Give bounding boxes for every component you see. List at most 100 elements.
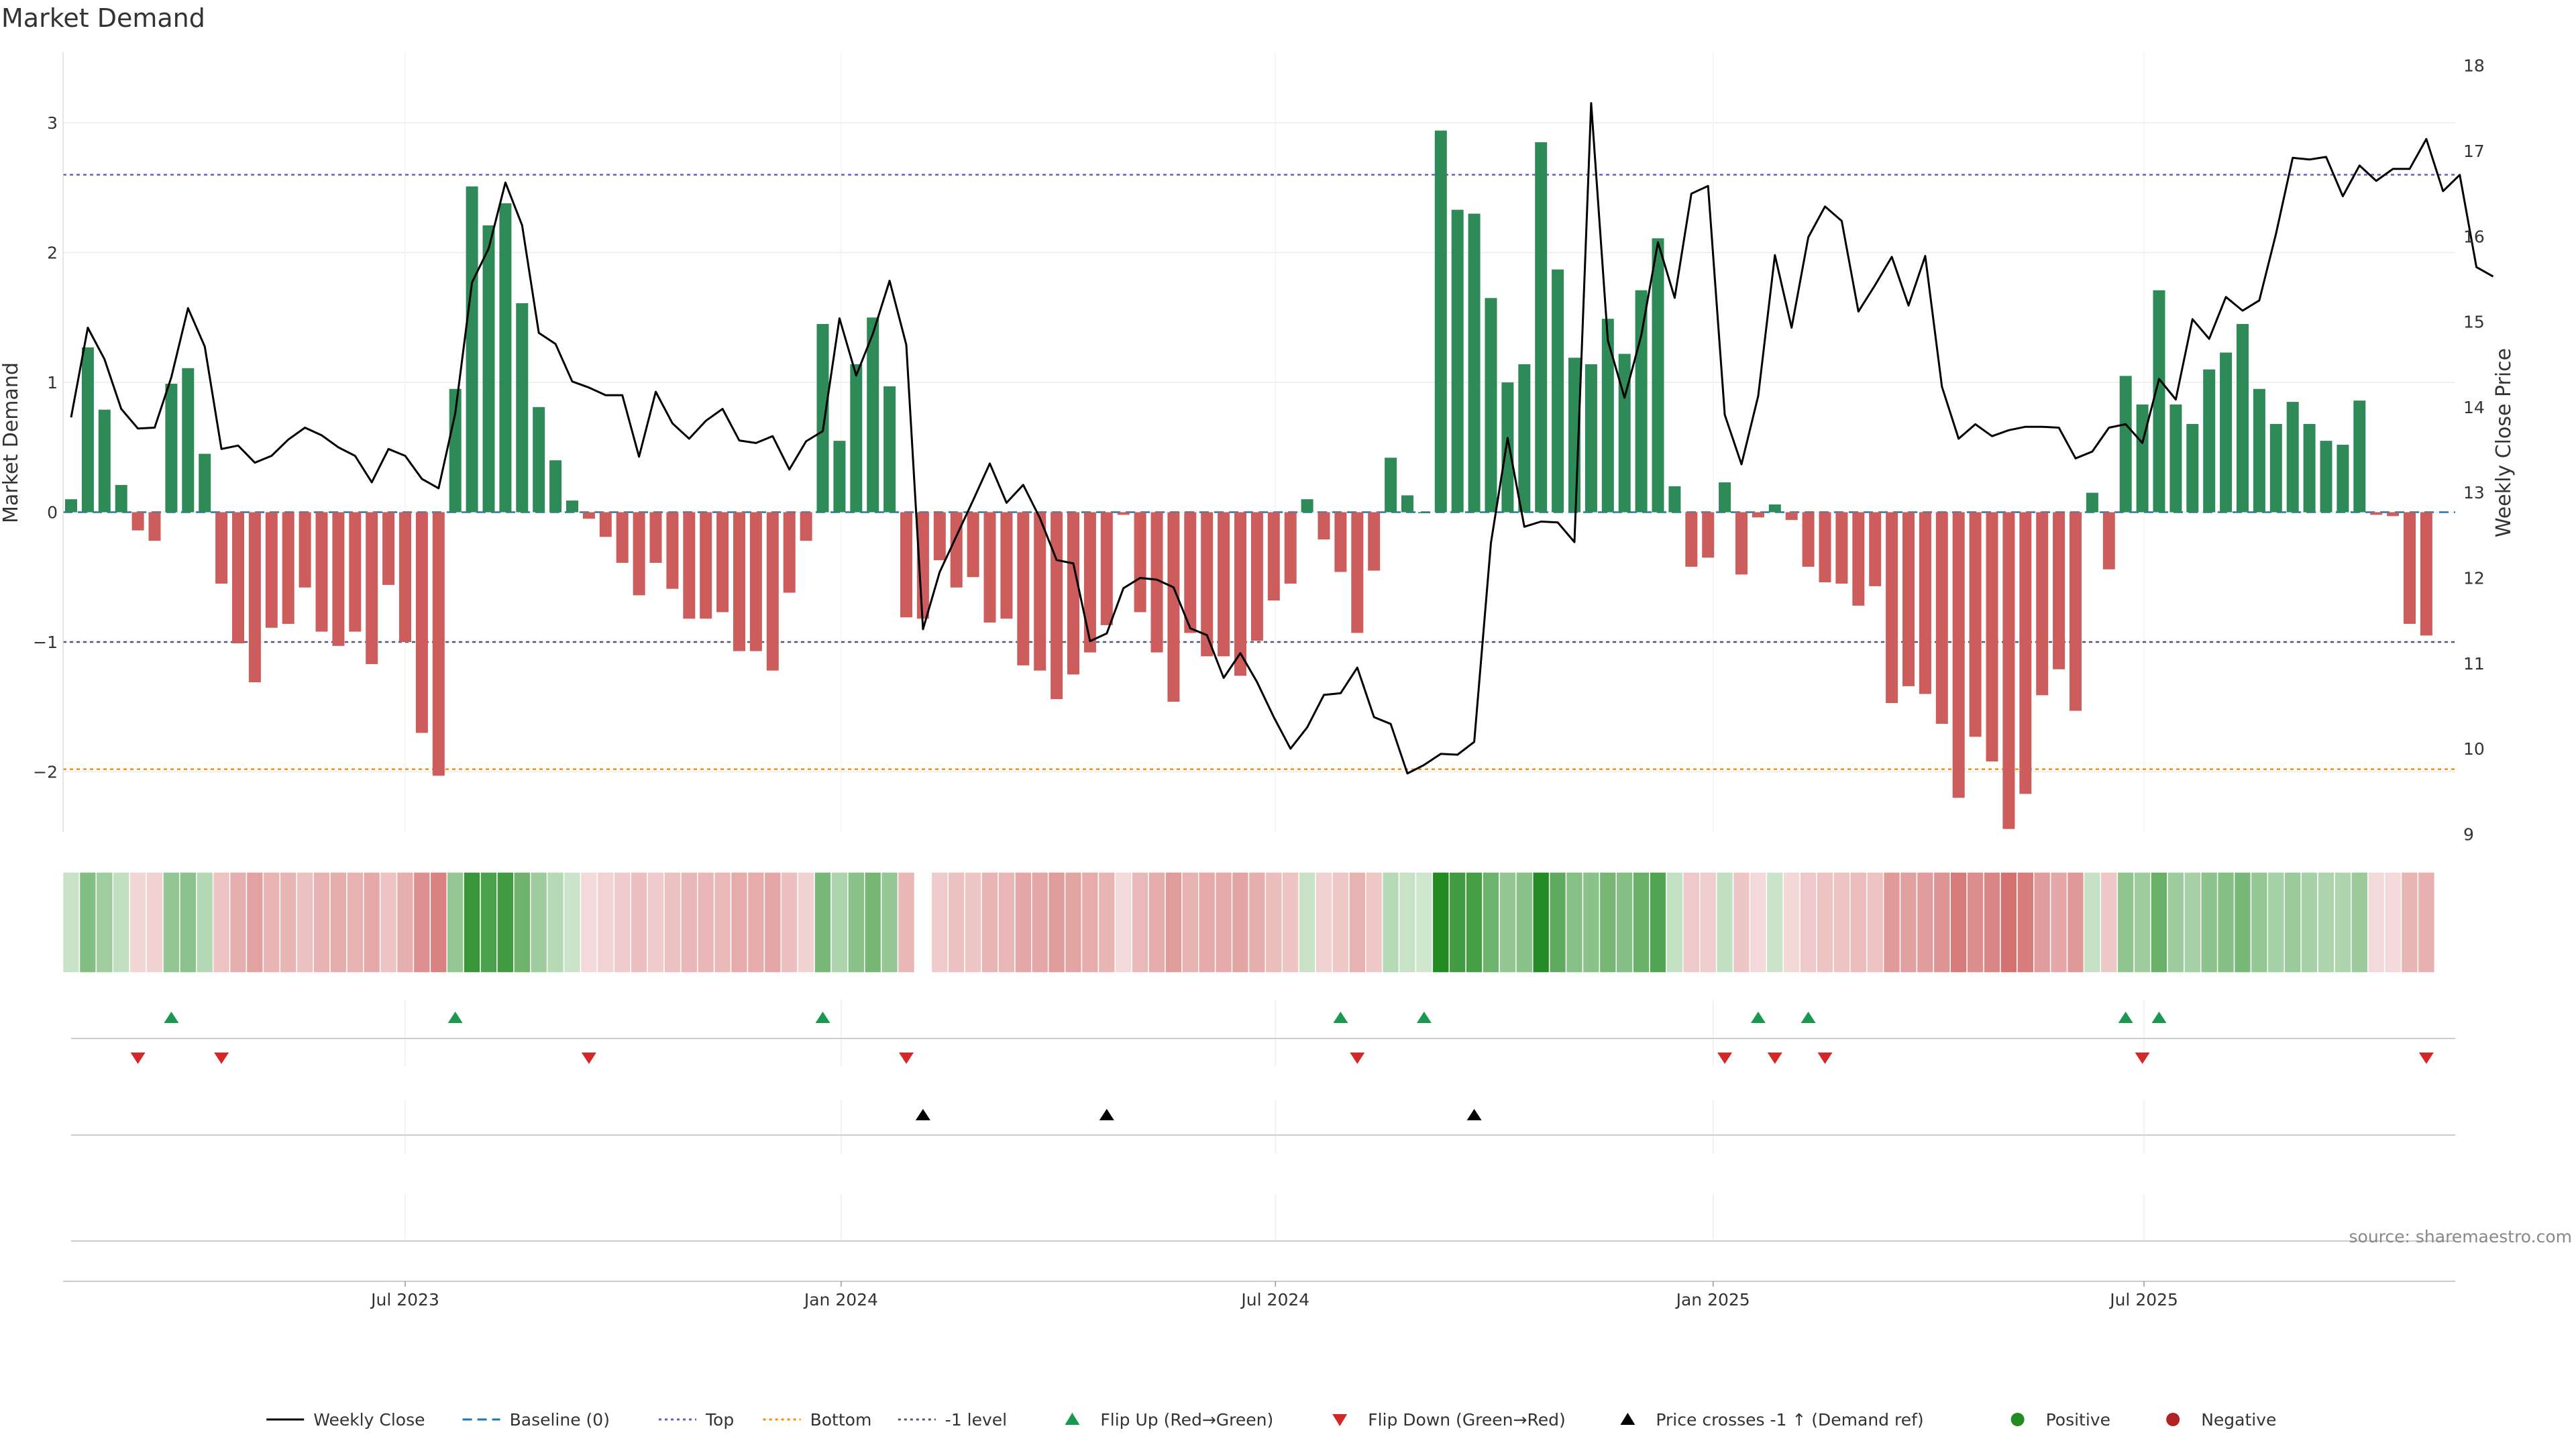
y2-tick-label: 14 xyxy=(2463,398,2485,417)
demand-bar xyxy=(199,453,211,513)
heat-cell xyxy=(1866,871,1884,973)
demand-bar xyxy=(783,512,796,593)
heat-cell xyxy=(1582,871,1601,973)
heat-cell xyxy=(580,871,598,973)
demand-bar xyxy=(1051,512,1063,700)
heat-cell xyxy=(2233,871,2252,973)
heat-cell xyxy=(763,871,782,973)
demand-bar xyxy=(131,512,144,531)
demand-bar xyxy=(1869,512,1882,586)
heat-cell xyxy=(1064,871,1083,973)
demand-bar xyxy=(1134,512,1146,612)
demand-bar xyxy=(633,512,645,596)
heat-cell xyxy=(630,871,648,973)
legend-label: Weekly Close xyxy=(313,1410,425,1430)
demand-bar xyxy=(499,203,512,513)
demand-bar xyxy=(165,383,178,513)
heat-cell xyxy=(780,871,798,973)
demand-bar xyxy=(382,512,395,585)
heat-cell xyxy=(129,871,147,973)
heat-cell xyxy=(680,871,698,973)
heat-cell xyxy=(2367,871,2385,973)
heat-cell xyxy=(1081,871,1099,973)
x-tick-label: Jul 2025 xyxy=(2108,1290,2178,1309)
legend-label: Negative xyxy=(2201,1410,2276,1430)
demand-bar xyxy=(366,512,378,664)
heat-cell xyxy=(363,871,381,973)
demand-bar xyxy=(1752,512,1764,518)
demand-bars xyxy=(65,130,2432,829)
heat-cell xyxy=(1398,871,1417,973)
heat-cell xyxy=(1565,871,1584,973)
x-axis-ticks: Jul 2023 Jan 2024 Jul 2024 Jan 2025 Jul 2025 xyxy=(370,1281,2178,1309)
demand-bar xyxy=(1986,512,1998,762)
demand-bar xyxy=(1201,512,1214,657)
demand-bar xyxy=(81,347,94,513)
demand-bar xyxy=(566,500,578,513)
heat-cell xyxy=(2216,871,2235,973)
x-tick-label: Jan 2025 xyxy=(1675,1290,1750,1309)
heat-cell xyxy=(480,871,498,973)
heat-cell xyxy=(1047,871,1066,973)
heat-cell xyxy=(1615,871,1633,973)
demand-bar xyxy=(850,364,863,513)
demand-bar xyxy=(1351,512,1364,633)
heat-cell xyxy=(1966,871,1984,973)
demand-bar xyxy=(1601,319,1614,513)
demand-bar xyxy=(1184,512,1197,633)
x-tick-label: Jul 2023 xyxy=(370,1290,439,1309)
heat-cell xyxy=(78,871,97,973)
demand-bar xyxy=(516,303,529,513)
heat-cell xyxy=(1749,871,1768,973)
heat-cell xyxy=(1899,871,1918,973)
demand-bar xyxy=(1100,512,1113,625)
heat-cell xyxy=(229,871,248,973)
demand-bar xyxy=(332,512,345,646)
price-cross-marker xyxy=(1099,1109,1114,1120)
demand-bar xyxy=(2186,423,2199,513)
demand-bar xyxy=(1518,364,1531,513)
demand-bar xyxy=(1886,512,1898,703)
demand-bar xyxy=(1267,512,1280,601)
demand-bar xyxy=(482,225,495,513)
heat-cell xyxy=(2184,871,2202,973)
y2-tick-label: 12 xyxy=(2463,569,2485,588)
heat-cell xyxy=(1465,871,1483,973)
demand-bar xyxy=(582,512,595,519)
demand-bar xyxy=(1117,512,1130,515)
heat-cell xyxy=(146,871,164,973)
demand-bar xyxy=(1952,512,1965,798)
demand-bar xyxy=(1318,512,1330,540)
demand-bar xyxy=(1935,512,1948,724)
heat-cell xyxy=(1031,871,1049,973)
heat-cell xyxy=(530,871,548,973)
demand-bar xyxy=(1852,512,1865,606)
flip-down-marker xyxy=(1350,1053,1365,1064)
flip-down-marker xyxy=(1817,1053,1833,1064)
price-cross-marker xyxy=(915,1109,930,1120)
flip-down-marker xyxy=(2135,1053,2150,1064)
heat-cell xyxy=(864,871,882,973)
heat-cell xyxy=(2083,871,2102,973)
heat-cell xyxy=(1148,871,1166,973)
demand-bar xyxy=(983,512,996,623)
heat-cell xyxy=(2017,871,2035,973)
demand-bar xyxy=(1585,364,1597,513)
flip-up-marker xyxy=(1416,1012,1432,1023)
heat-cell xyxy=(814,871,832,973)
heat-cell xyxy=(1715,871,1734,973)
heat-cell xyxy=(647,871,665,973)
heat-cell xyxy=(379,871,398,973)
heat-cell xyxy=(1699,871,1717,973)
price-cross-marker xyxy=(1466,1109,1482,1120)
flip-up-marker xyxy=(447,1012,463,1023)
demand-bar xyxy=(800,512,812,541)
heat-cell xyxy=(897,871,916,973)
heat-cell xyxy=(880,871,899,973)
demand-bar xyxy=(265,512,278,628)
heat-cell xyxy=(546,871,565,973)
flip-up-marker xyxy=(1801,1012,1816,1023)
demand-bar xyxy=(1485,298,1497,513)
demand-bar xyxy=(1017,512,1030,665)
heat-cell xyxy=(1097,871,1116,973)
